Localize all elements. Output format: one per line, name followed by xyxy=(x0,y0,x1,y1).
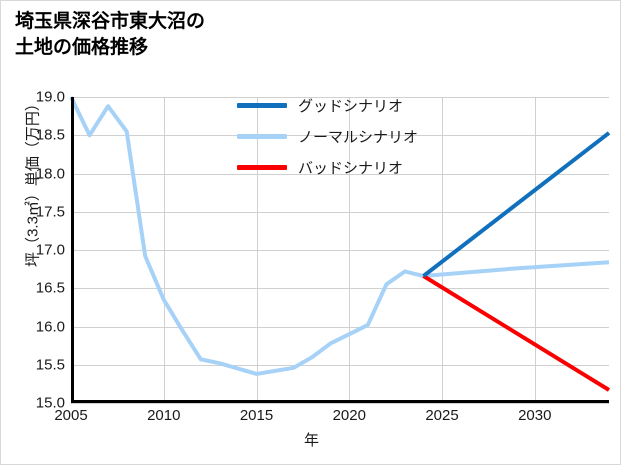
legend-item-label: バッドシナリオ xyxy=(298,159,404,177)
y-gridline xyxy=(71,403,609,404)
legend-item-label: ノーマルシナリオ xyxy=(298,128,419,146)
legend-item[interactable]: バッドシナリオ xyxy=(237,157,447,177)
legend-swatch-icon xyxy=(237,102,287,108)
plot-frame xyxy=(71,97,609,403)
x-axis-label: 年 xyxy=(303,432,319,449)
y-tick-label: 18.5 xyxy=(35,126,65,144)
x-tick-label: 2030 xyxy=(518,407,552,424)
y-gridline xyxy=(71,211,609,213)
y-axis-tick-labels: 15.0 15.5 16.0 16.5 17.0 17.5 18.0 18.5 19.0 xyxy=(17,89,65,412)
y-tick-label: 15.5 xyxy=(35,356,65,374)
series-line xyxy=(422,274,611,392)
legend-item-label: グッドシナリオ xyxy=(298,97,404,115)
x-tick-label: 2005 xyxy=(54,407,88,424)
y-tick-label: 16.0 xyxy=(35,318,65,335)
x-tick-label: 2015 xyxy=(239,407,274,424)
y-tick-label: 19.0 xyxy=(35,88,65,106)
x-gridline xyxy=(256,97,258,403)
y-tick-label: 18.0 xyxy=(35,165,65,182)
legend-item[interactable]: ノーマルシナリオ xyxy=(237,126,447,146)
y-tick-label: 16.5 xyxy=(35,279,65,297)
y-gridline xyxy=(71,97,609,98)
series-layer xyxy=(69,96,611,392)
y-tick-label: 15.0 xyxy=(35,394,65,412)
y-gridline xyxy=(71,288,609,290)
legend-item[interactable]: グッドシナリオ xyxy=(237,95,447,115)
legend-swatch-icon xyxy=(237,133,287,139)
y-gridline xyxy=(71,326,609,328)
x-gridline xyxy=(349,97,351,403)
legend-swatch-icon xyxy=(237,164,287,170)
page-title: 埼玉県深谷市東大沼の 土地の価格推移 xyxy=(15,11,206,59)
series-line xyxy=(69,96,610,376)
plot-area xyxy=(69,96,611,404)
chart-legend: グッドシナリオ ノーマルシナリオ バッドシナリオ xyxy=(237,89,447,177)
series-line xyxy=(422,131,611,278)
y-gridline xyxy=(71,364,609,366)
x-tick-label: 2025 xyxy=(425,407,459,424)
x-gridline xyxy=(442,97,444,403)
y-tick-label: 17.5 xyxy=(35,203,65,221)
y-tick-label: 17.0 xyxy=(35,241,65,259)
x-tick-label: 2020 xyxy=(332,407,366,424)
y-gridline xyxy=(71,173,609,175)
y-gridline xyxy=(71,250,609,251)
x-tick-label: 2010 xyxy=(147,407,181,424)
y-gridline xyxy=(71,135,609,137)
x-axis-tick-labels: 2005 2010 2015 2020 2025 2030 xyxy=(54,407,609,427)
x-gridline xyxy=(534,97,536,403)
x-gridline xyxy=(163,97,165,403)
